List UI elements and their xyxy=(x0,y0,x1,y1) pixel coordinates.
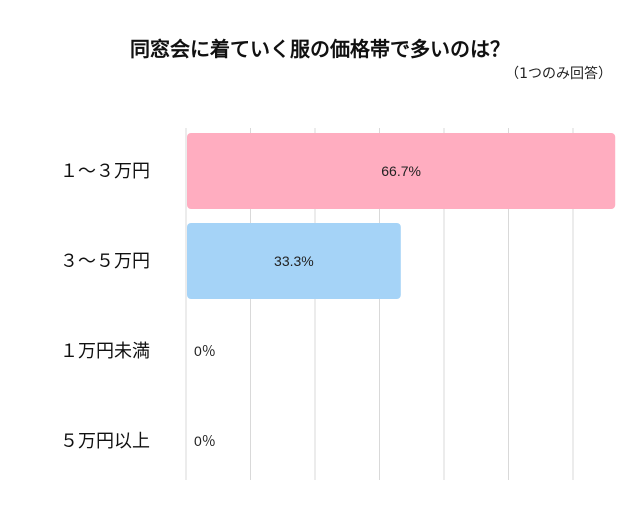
bar xyxy=(187,223,401,299)
category-label: ３～５万円 xyxy=(60,251,150,272)
category-label: １万円未満 xyxy=(60,341,150,362)
data-label: 33.3% xyxy=(274,253,314,269)
data-label: 0％ xyxy=(194,433,216,449)
bar xyxy=(187,133,616,209)
labels: １～３万円 66.7% ３～５万円 33.3% １万円未満 0％ ５万円以上 0％ xyxy=(60,161,421,452)
chart-title: 同窓会に着ていく服の価格帯で多いのは？ xyxy=(130,37,510,61)
category-label: １～３万円 xyxy=(60,161,150,182)
bars xyxy=(187,133,616,299)
data-label: 66.7% xyxy=(381,163,421,179)
data-label: 0％ xyxy=(194,343,216,359)
category-label: ５万円以上 xyxy=(60,431,150,452)
chart-subtitle: （1つのみ回答） xyxy=(505,65,612,82)
